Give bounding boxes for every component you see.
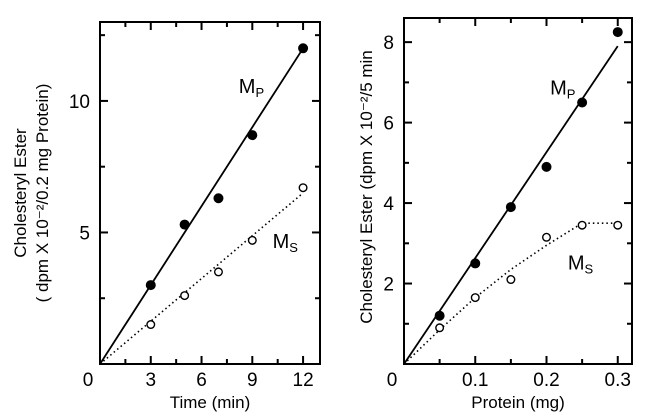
data-point-s bbox=[613, 220, 623, 230]
series-label-p: MP bbox=[239, 76, 264, 100]
plot-frame bbox=[403, 17, 633, 365]
x-tick-label: 0.2 bbox=[533, 370, 559, 391]
origin-label: 0 bbox=[83, 370, 94, 391]
series-fit-line-s bbox=[403, 222, 618, 365]
x-axis-label: Protein (mg) bbox=[471, 393, 565, 412]
origin-label: 0 bbox=[387, 370, 398, 391]
x-tick-label: 0.3 bbox=[605, 370, 631, 391]
data-point-s bbox=[146, 320, 156, 330]
series-label-s: MS bbox=[568, 252, 594, 276]
x-tick-label: 6 bbox=[196, 370, 207, 391]
data-point-p bbox=[612, 27, 623, 38]
data-point-p bbox=[179, 219, 190, 230]
data-point-s bbox=[298, 183, 308, 193]
data-point-s bbox=[180, 291, 190, 301]
data-point-p bbox=[434, 310, 445, 321]
data-point-s bbox=[542, 232, 552, 242]
data-point-p bbox=[577, 97, 588, 108]
data-point-s bbox=[577, 220, 587, 230]
data-point-p bbox=[541, 161, 552, 172]
y-axis-label-line1: Cholesteryl Ester bbox=[11, 128, 30, 258]
data-point-p bbox=[145, 280, 156, 291]
panel-time-course: 3 6 9 12 5 10 0 Time (min) Cholesteryl Ester( dp… bbox=[11, 21, 321, 412]
y-tick-label: 5 bbox=[79, 223, 90, 244]
series-fit-line-p bbox=[99, 47, 304, 365]
y-tick-label: 6 bbox=[383, 114, 394, 135]
series-label-s: MS bbox=[273, 231, 299, 255]
data-point-p bbox=[470, 258, 481, 269]
data-point-s bbox=[470, 293, 480, 303]
x-tick-label: 3 bbox=[145, 370, 156, 391]
y-tick-label: 4 bbox=[383, 194, 394, 215]
plot-frame bbox=[99, 21, 321, 365]
x-tick-label: 9 bbox=[247, 370, 258, 391]
data-point-s bbox=[213, 267, 223, 277]
data-point-s bbox=[247, 235, 257, 245]
y-tick-label: 10 bbox=[69, 92, 90, 113]
data-point-s bbox=[506, 275, 516, 285]
x-tick-label: 0.1 bbox=[462, 370, 488, 391]
data-point-p bbox=[298, 43, 309, 54]
y-tick-label: 2 bbox=[383, 275, 394, 296]
data-point-p bbox=[505, 202, 516, 213]
series-fit-line-s bbox=[99, 192, 304, 365]
y-axis-label: Cholesteryl Ester (dpm X 10⁻²/5 min bbox=[357, 50, 376, 324]
y-tick-label: 8 bbox=[383, 33, 394, 54]
series-label-p: MP bbox=[550, 77, 575, 101]
data-point-p bbox=[213, 193, 224, 204]
panel-protein-dependence: 0.1 0.2 0.3 2 4 6 8 0 Protein (mg) Cholesteryl Es… bbox=[357, 17, 633, 412]
y-axis-label-line2: ( dpm X 10⁻²/0.2 mg Protein) bbox=[33, 84, 52, 303]
data-point-p bbox=[247, 130, 258, 141]
x-axis-label: Time (min) bbox=[170, 393, 251, 412]
data-point-s bbox=[435, 323, 445, 333]
x-tick-label: 12 bbox=[293, 370, 314, 391]
